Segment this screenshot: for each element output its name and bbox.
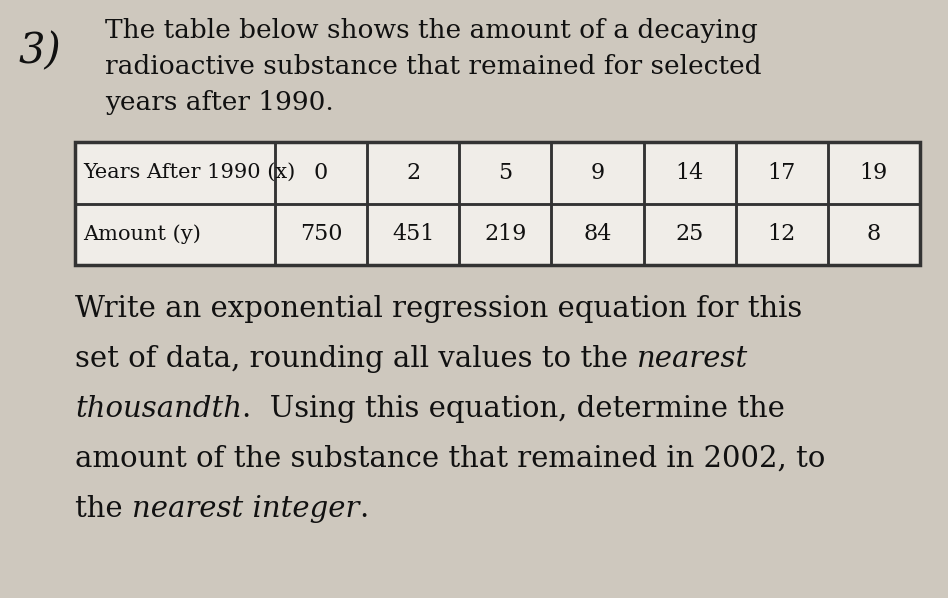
Bar [75, 203, 275, 265]
Text: the: the [75, 495, 132, 523]
Bar [367, 203, 459, 265]
Text: 2: 2 [406, 161, 420, 184]
Bar [552, 142, 644, 203]
Text: The table below shows the amount of a decaying: The table below shows the amount of a de… [105, 18, 757, 43]
Text: 5: 5 [499, 161, 513, 184]
Text: 25: 25 [676, 223, 703, 245]
Text: 14: 14 [676, 161, 703, 184]
Text: radioactive substance that remained for selected: radioactive substance that remained for … [105, 54, 761, 79]
Bar [75, 142, 920, 265]
Text: 219: 219 [484, 223, 526, 245]
Text: 12: 12 [768, 223, 796, 245]
Text: 19: 19 [860, 161, 888, 184]
Text: .  Using this equation, determine the: . Using this equation, determine the [242, 395, 785, 423]
Text: Years After 1990 (x): Years After 1990 (x) [83, 163, 295, 182]
Text: 750: 750 [300, 223, 342, 245]
Text: .: . [359, 495, 369, 523]
Bar [275, 142, 367, 203]
Text: 17: 17 [768, 161, 796, 184]
Text: 451: 451 [392, 223, 434, 245]
Bar [459, 203, 552, 265]
Bar [459, 142, 552, 203]
Text: thousandth: thousandth [75, 395, 242, 423]
Bar [736, 142, 828, 203]
Bar [828, 203, 920, 265]
Text: nearest integer: nearest integer [132, 495, 359, 523]
Bar [736, 203, 828, 265]
Text: Write an exponential regression equation for this: Write an exponential regression equation… [75, 295, 802, 323]
Text: nearest: nearest [637, 345, 749, 373]
Text: 8: 8 [866, 223, 881, 245]
Text: 84: 84 [583, 223, 611, 245]
Bar [367, 142, 459, 203]
Bar [552, 203, 644, 265]
Bar [275, 203, 367, 265]
Bar [75, 142, 275, 203]
Text: 3): 3) [18, 30, 61, 72]
Bar [828, 142, 920, 203]
Text: 0: 0 [314, 161, 328, 184]
Text: years after 1990.: years after 1990. [105, 90, 334, 115]
Bar [644, 203, 736, 265]
Text: amount of the substance that remained in 2002, to: amount of the substance that remained in… [75, 445, 826, 473]
Text: set of data, rounding all values to the: set of data, rounding all values to the [75, 345, 637, 373]
Text: 9: 9 [591, 161, 605, 184]
Text: Amount (y): Amount (y) [83, 224, 201, 244]
Bar [644, 142, 736, 203]
